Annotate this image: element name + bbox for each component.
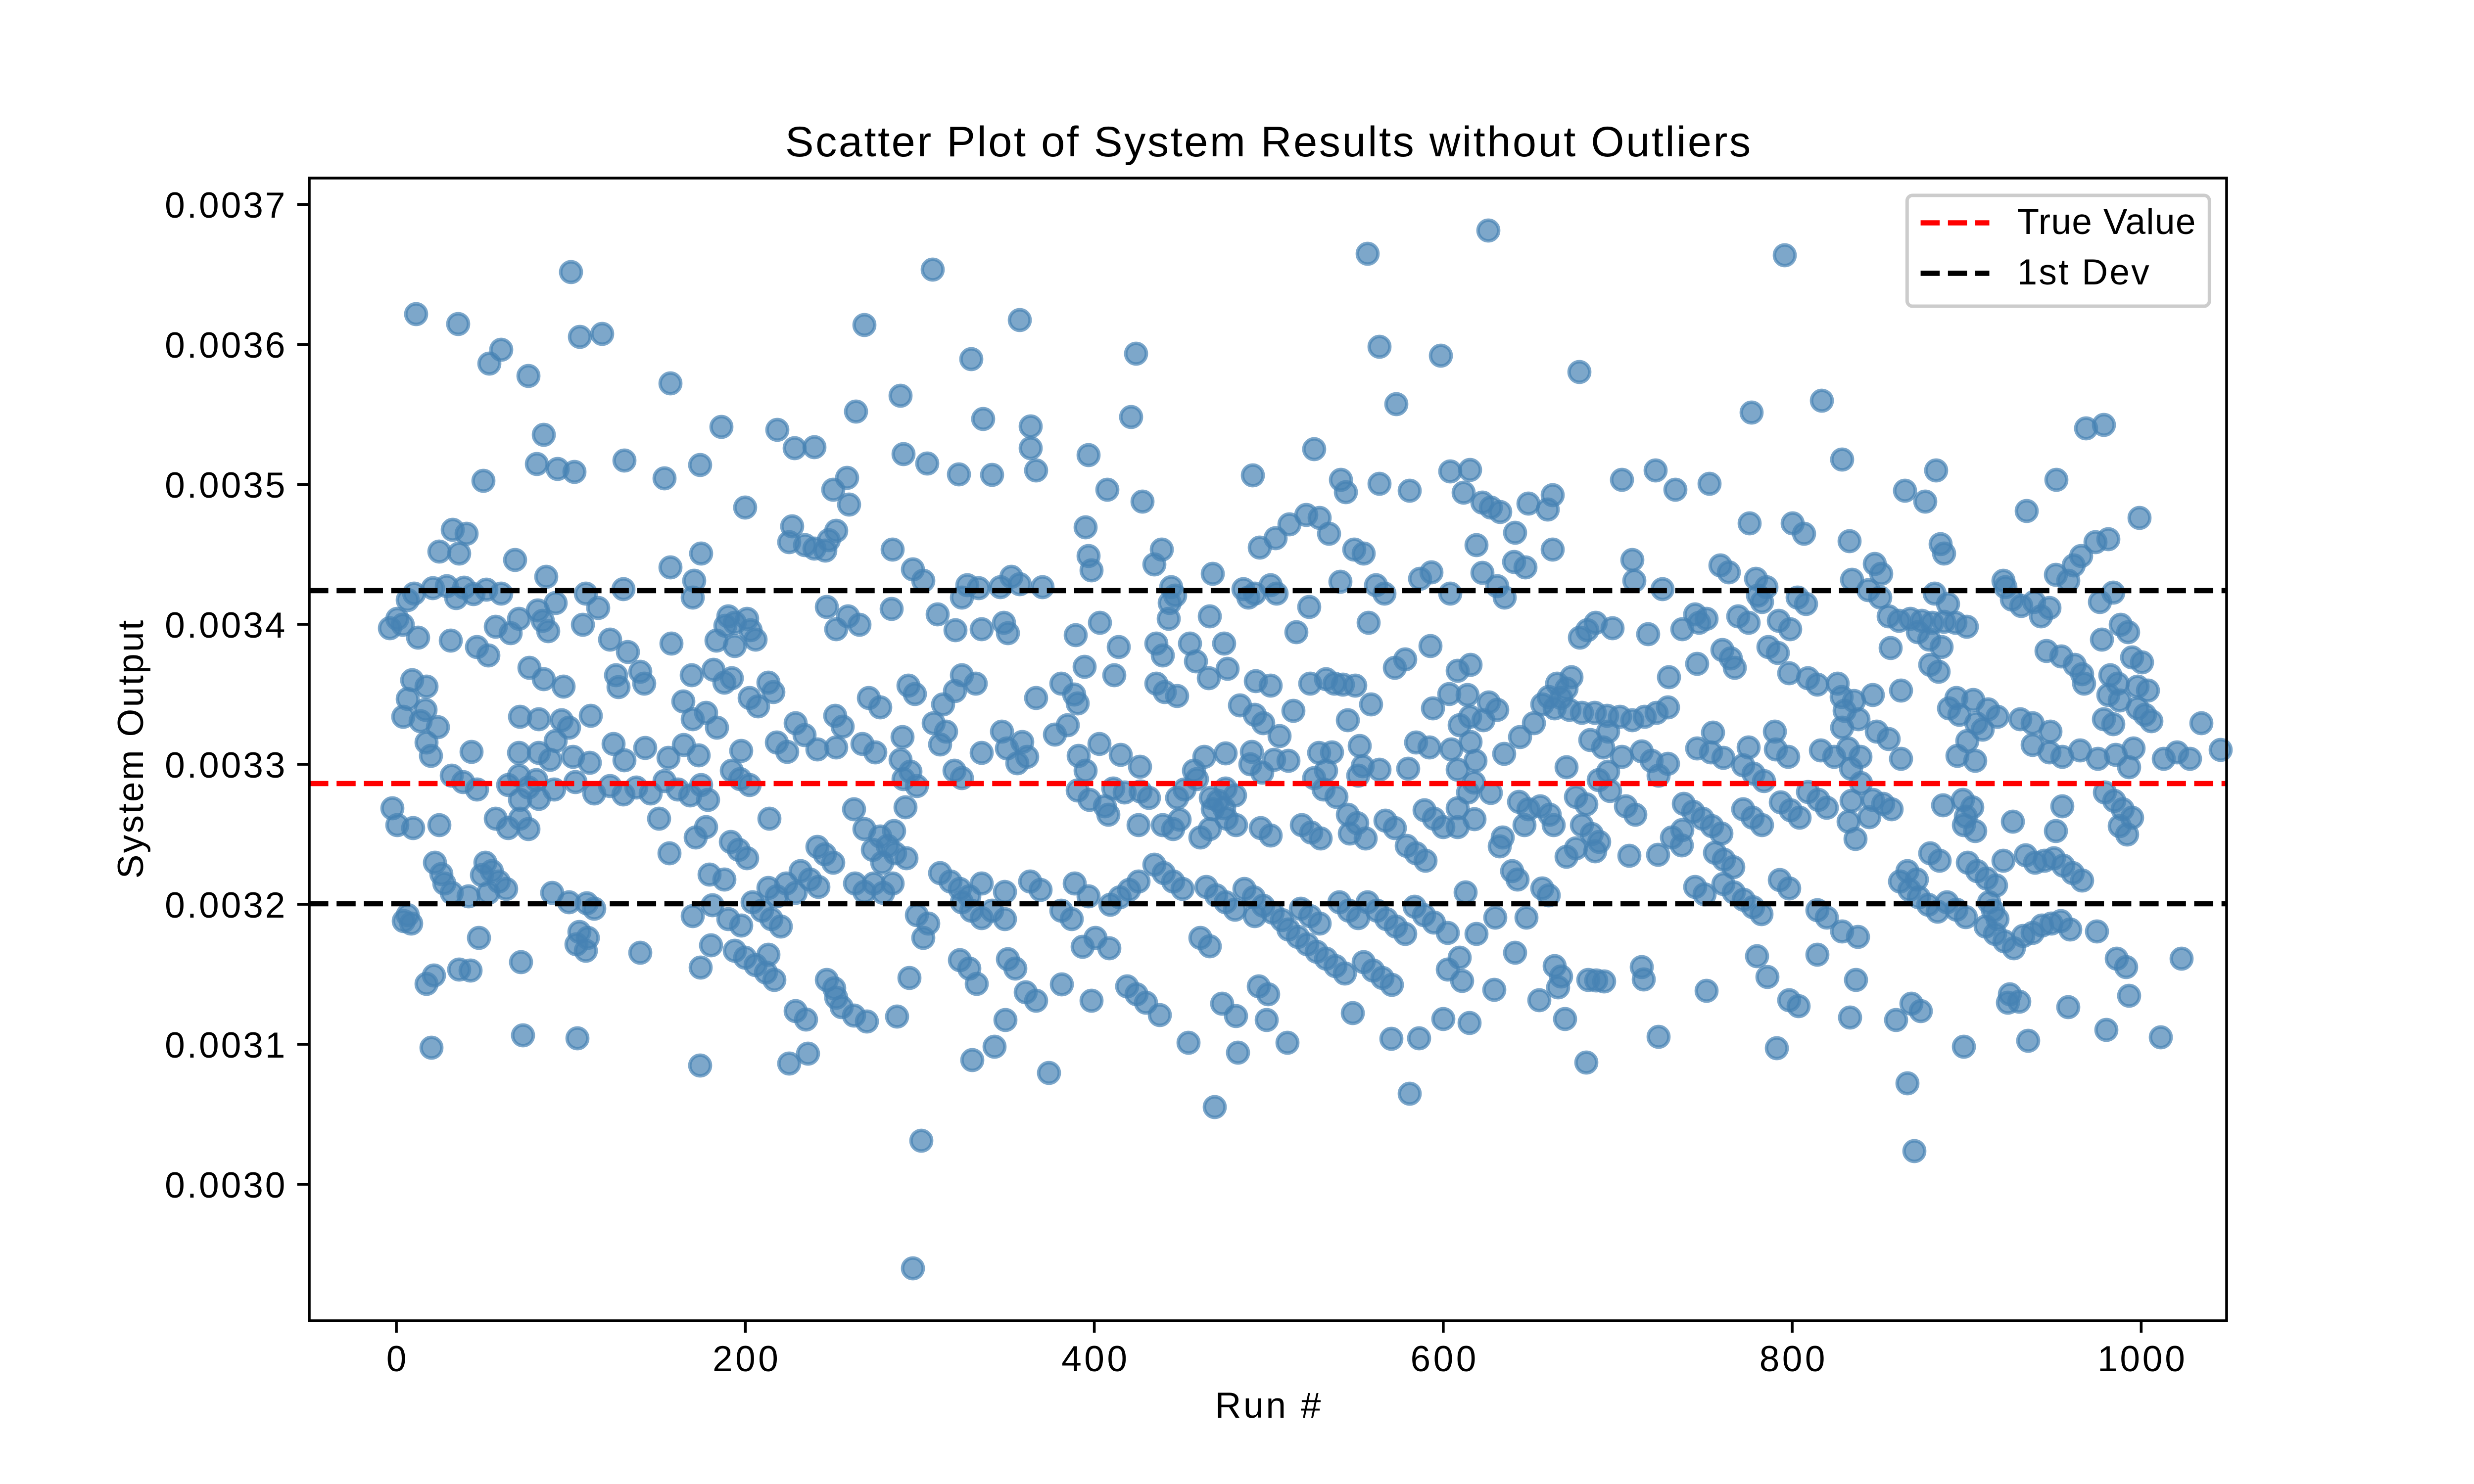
svg-text:0.0033: 0.0033 xyxy=(165,745,285,786)
svg-text:0.0031: 0.0031 xyxy=(165,1025,285,1066)
svg-text:True Value: True Value xyxy=(2017,202,2196,242)
svg-text:800: 800 xyxy=(1760,1339,1825,1379)
svg-text:0.0035: 0.0035 xyxy=(165,465,285,506)
svg-text:600: 600 xyxy=(1411,1339,1476,1379)
svg-text:400: 400 xyxy=(1061,1339,1127,1379)
svg-text:0.0030: 0.0030 xyxy=(165,1165,285,1206)
svg-text:0.0037: 0.0037 xyxy=(165,186,285,226)
svg-text:200: 200 xyxy=(713,1339,778,1379)
svg-text:1st Dev: 1st Dev xyxy=(2017,252,2150,292)
svg-text:Run #: Run # xyxy=(1215,1386,1321,1426)
svg-text:0.0032: 0.0032 xyxy=(165,885,285,926)
svg-text:Scatter Plot of System Results: Scatter Plot of System Results without O… xyxy=(785,118,1751,166)
svg-text:0: 0 xyxy=(386,1339,407,1379)
svg-text:0.0036: 0.0036 xyxy=(165,325,285,366)
svg-text:0.0034: 0.0034 xyxy=(165,605,285,646)
